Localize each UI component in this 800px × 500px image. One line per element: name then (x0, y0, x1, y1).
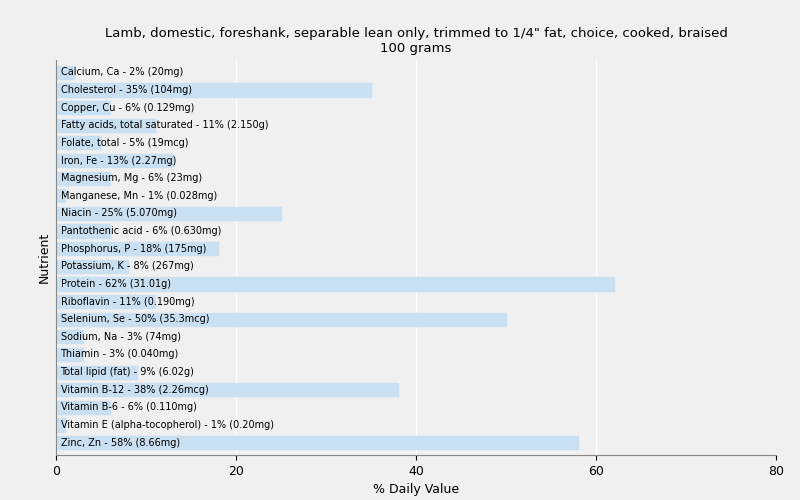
Bar (56, 260, 128, 273)
Y-axis label: Nutrient: Nutrient (38, 232, 50, 283)
Bar (56, 136, 101, 149)
Bar (56, 154, 173, 167)
Bar (56, 172, 110, 185)
Bar (56, 101, 110, 114)
Bar (56, 278, 614, 290)
Text: Vitamin B-12 - 38% (2.26mcg): Vitamin B-12 - 38% (2.26mcg) (61, 385, 208, 395)
Text: Total lipid (fat) - 9% (6.02g): Total lipid (fat) - 9% (6.02g) (61, 367, 194, 377)
Text: Vitamin B-6 - 6% (0.110mg): Vitamin B-6 - 6% (0.110mg) (61, 402, 196, 412)
Text: Sodium, Na - 3% (74mg): Sodium, Na - 3% (74mg) (61, 332, 181, 342)
Bar (56, 224, 110, 237)
Bar (56, 366, 137, 378)
Text: Phosphorus, P - 18% (175mg): Phosphorus, P - 18% (175mg) (61, 244, 206, 254)
X-axis label: % Daily Value: % Daily Value (373, 484, 459, 496)
Bar (56, 84, 371, 96)
Bar (56, 418, 65, 432)
Text: Magnesium, Mg - 6% (23mg): Magnesium, Mg - 6% (23mg) (61, 173, 202, 183)
Bar (56, 242, 218, 256)
Text: Pantothenic acid - 6% (0.630mg): Pantothenic acid - 6% (0.630mg) (61, 226, 221, 236)
Text: Riboflavin - 11% (0.190mg): Riboflavin - 11% (0.190mg) (61, 296, 194, 306)
Text: Selenium, Se - 50% (35.3mcg): Selenium, Se - 50% (35.3mcg) (61, 314, 209, 324)
Bar (56, 348, 83, 361)
Text: Vitamin E (alpha-tocopherol) - 1% (0.20mg): Vitamin E (alpha-tocopherol) - 1% (0.20m… (61, 420, 274, 430)
Bar (56, 312, 506, 326)
Text: Thiamin - 3% (0.040mg): Thiamin - 3% (0.040mg) (61, 350, 178, 360)
Text: Potassium, K - 8% (267mg): Potassium, K - 8% (267mg) (61, 262, 194, 272)
Bar (56, 401, 110, 414)
Text: Copper, Cu - 6% (0.129mg): Copper, Cu - 6% (0.129mg) (61, 102, 194, 113)
Bar (56, 295, 155, 308)
Bar (56, 330, 83, 344)
Text: Manganese, Mn - 1% (0.028mg): Manganese, Mn - 1% (0.028mg) (61, 191, 217, 201)
Text: Niacin - 25% (5.070mg): Niacin - 25% (5.070mg) (61, 208, 177, 218)
Text: Iron, Fe - 13% (2.27mg): Iron, Fe - 13% (2.27mg) (61, 156, 176, 166)
Bar (56, 436, 578, 450)
Text: Protein - 62% (31.01g): Protein - 62% (31.01g) (61, 279, 170, 289)
Bar (56, 383, 398, 396)
Text: Fatty acids, total saturated - 11% (2.150g): Fatty acids, total saturated - 11% (2.15… (61, 120, 268, 130)
Text: Folate, total - 5% (19mcg): Folate, total - 5% (19mcg) (61, 138, 188, 148)
Text: Cholesterol - 35% (104mg): Cholesterol - 35% (104mg) (61, 85, 191, 95)
Bar (56, 207, 281, 220)
Bar (56, 66, 74, 79)
Text: Zinc, Zn - 58% (8.66mg): Zinc, Zn - 58% (8.66mg) (61, 438, 180, 448)
Title: Lamb, domestic, foreshank, separable lean only, trimmed to 1/4" fat, choice, coo: Lamb, domestic, foreshank, separable lea… (105, 26, 727, 54)
Text: Calcium, Ca - 2% (20mg): Calcium, Ca - 2% (20mg) (61, 68, 182, 78)
Bar (56, 189, 65, 202)
Bar (56, 118, 155, 132)
